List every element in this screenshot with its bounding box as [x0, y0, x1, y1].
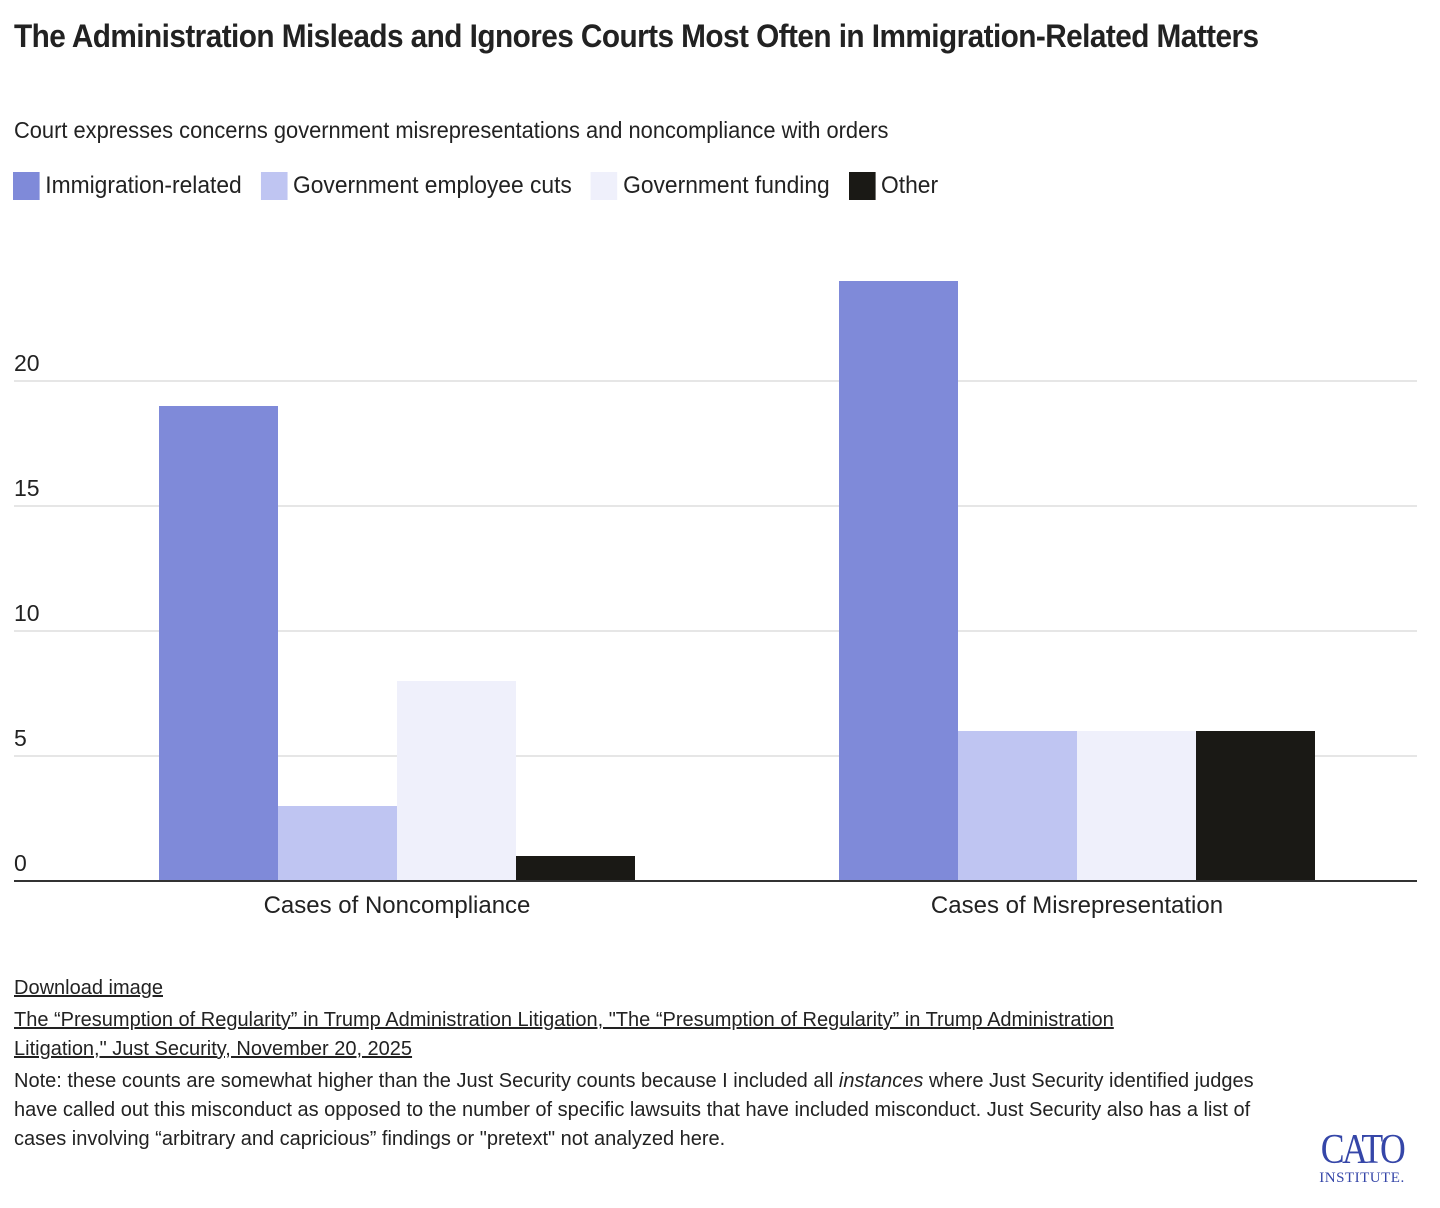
bar-0-immigration-related: [159, 406, 278, 881]
y-axis-ticks: 0 5 10 15 20: [14, 350, 40, 876]
bar-1-government-employee-cuts: [958, 731, 1077, 881]
x-category-label-0: Cases of Noncompliance: [264, 892, 531, 919]
legend: Immigration-related Government employee …: [13, 172, 957, 200]
legend-item-employee-cuts: Government employee cuts: [260, 172, 572, 200]
logo-sub-text: INSTITUTE.: [1319, 1170, 1405, 1186]
note-after: where Just Security identified judges ha…: [14, 1070, 1254, 1150]
bars: [159, 281, 1315, 881]
legend-item-other: Other: [848, 172, 939, 200]
source-link[interactable]: The “Presumption of Regularity” in Trump…: [14, 1009, 1114, 1060]
bar-0-government-funding: [397, 681, 516, 881]
bar-0-government-employee-cuts: [278, 806, 397, 881]
y-tick-label-5: 5: [14, 725, 27, 751]
note-before: Note: these counts are somewhat higher t…: [14, 1070, 839, 1092]
logo-main-text: CATO: [1320, 1127, 1406, 1173]
legend-swatch-immigration: [13, 172, 40, 200]
legend-label-employee-cuts: Government employee cuts: [293, 172, 572, 199]
legend-item-funding: Government funding: [590, 172, 830, 200]
legend-label-funding: Government funding: [623, 172, 830, 199]
legend-swatch-funding: [590, 172, 618, 200]
y-tick-label-10: 10: [14, 600, 40, 626]
legend-swatch-other: [848, 172, 876, 200]
legend-label-other: Other: [881, 172, 939, 199]
legend-swatch-employee-cuts: [260, 172, 288, 200]
x-axis-labels: Cases of Noncompliance Cases of Misrepres…: [264, 892, 1223, 919]
note-italic: instances: [838, 1070, 924, 1092]
bar-1-government-funding: [1077, 731, 1196, 881]
x-category-label-1: Cases of Misrepresentation: [931, 892, 1223, 919]
footer: Download image The “Presumption of Regul…: [14, 974, 1284, 1154]
cato-logo: CATO INSTITUTE.: [1306, 1127, 1418, 1186]
y-tick-label-15: 15: [14, 475, 40, 501]
chart-title: The Administration Misleads and Ignores …: [14, 18, 1259, 54]
y-tick-label-20: 20: [14, 350, 40, 376]
legend-item-immigration: Immigration-related: [13, 172, 242, 200]
bar-0-other: [516, 856, 635, 881]
legend-label-immigration: Immigration-related: [45, 172, 242, 199]
download-image-link[interactable]: Download image: [14, 977, 163, 999]
chart-subtitle: Court expresses concerns government misr…: [14, 117, 889, 143]
bar-1-other: [1196, 731, 1315, 881]
note-text: Note: these counts are somewhat higher t…: [14, 1067, 1274, 1154]
bar-1-immigration-related: [839, 281, 958, 881]
y-tick-label-0: 0: [14, 850, 27, 876]
